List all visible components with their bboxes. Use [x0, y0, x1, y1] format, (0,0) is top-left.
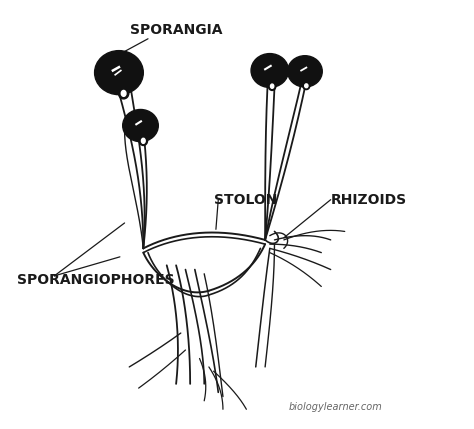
Circle shape — [288, 56, 322, 87]
Ellipse shape — [141, 138, 145, 143]
Ellipse shape — [303, 82, 310, 90]
Ellipse shape — [121, 91, 126, 97]
Ellipse shape — [305, 84, 308, 88]
Ellipse shape — [118, 88, 129, 99]
Ellipse shape — [268, 82, 276, 91]
Text: biologylearner.com: biologylearner.com — [289, 402, 382, 412]
Ellipse shape — [139, 136, 147, 145]
Text: STOLON: STOLON — [214, 193, 277, 207]
Circle shape — [123, 109, 158, 142]
Text: SPORANGIA: SPORANGIA — [130, 23, 222, 37]
Circle shape — [251, 54, 289, 88]
Ellipse shape — [271, 84, 274, 88]
Circle shape — [95, 51, 143, 95]
Text: SPORANGIOPHORES: SPORANGIOPHORES — [17, 273, 174, 287]
Text: RHIZOIDS: RHIZOIDS — [331, 193, 407, 207]
